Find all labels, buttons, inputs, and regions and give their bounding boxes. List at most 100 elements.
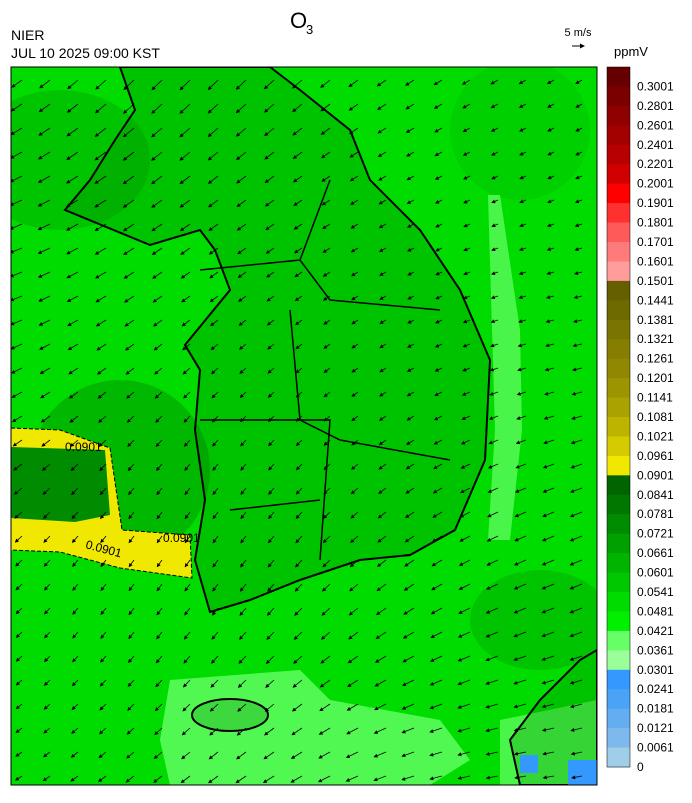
wind-arrow — [463, 247, 471, 252]
wind-arrow — [94, 151, 107, 161]
wind-arrow — [518, 103, 527, 108]
wind-arrow — [95, 271, 107, 279]
wind-arrow — [570, 727, 583, 732]
wind-arrow — [263, 79, 275, 90]
wind-arrow — [151, 127, 163, 138]
wind-arrow — [431, 583, 443, 591]
wind-arrow — [433, 79, 443, 86]
wind-arrow — [184, 559, 191, 568]
wind-arrow — [541, 631, 555, 638]
wind-arrow — [462, 367, 471, 372]
wind-arrow — [240, 487, 247, 495]
wind-arrow — [236, 175, 247, 184]
wind-arrow — [100, 511, 107, 520]
colorbar-swatch — [607, 553, 630, 574]
wind-arrow — [350, 199, 359, 205]
title: O — [290, 8, 307, 33]
wind-arrow — [541, 607, 555, 614]
wind-arrow — [486, 559, 499, 566]
wind-arrow — [236, 223, 247, 231]
wind-arrow — [519, 247, 527, 252]
wind-arrow — [179, 103, 191, 114]
wind-arrow — [125, 367, 135, 375]
wind-arrow — [294, 295, 303, 302]
wind-arrow — [571, 775, 583, 780]
wind-arrow — [72, 607, 79, 615]
wind-arrow — [67, 79, 79, 90]
colorbar-swatch — [607, 592, 630, 612]
wind-arrow — [66, 295, 79, 303]
wind-arrow — [463, 295, 471, 300]
wind-arrow — [547, 103, 555, 108]
wind-arrow — [485, 607, 499, 614]
colorbar-label: 0.1441 — [637, 293, 674, 307]
colorbar-label: 0.2801 — [637, 99, 674, 113]
wind-arrow — [262, 775, 275, 784]
wind-arrow — [320, 79, 331, 88]
wind-arrow — [183, 415, 191, 423]
wind-arrow — [11, 127, 23, 136]
colorbar-label: 0.3001 — [637, 79, 674, 93]
colorbar-swatch — [607, 164, 630, 185]
wind-arrow — [542, 511, 555, 518]
wind-arrow — [485, 703, 499, 709]
wind-arrow — [151, 175, 163, 185]
wind-arrow — [240, 559, 247, 568]
wind-arrow — [13, 487, 23, 495]
wind-arrow — [350, 247, 359, 253]
wind-arrow — [43, 751, 51, 758]
wind-field — [11, 79, 583, 784]
wind-arrow — [11, 247, 23, 254]
wind-arrow — [351, 295, 359, 301]
wind-arrow — [264, 175, 275, 183]
wind-arrow — [293, 223, 303, 230]
wind-arrow — [153, 775, 163, 783]
colorbar-swatch — [607, 339, 630, 360]
wind-arrow — [402, 655, 415, 663]
wind-arrow — [292, 127, 303, 136]
wind-arrow — [70, 463, 79, 472]
wind-arrow — [179, 127, 191, 138]
wind-arrow — [491, 223, 499, 228]
wind-arrow — [42, 511, 51, 519]
wind-arrow — [378, 415, 387, 421]
wind-arrow — [292, 103, 303, 113]
wind-arrow — [462, 343, 471, 348]
wind-arrow — [349, 151, 359, 158]
colorbar-swatch — [607, 280, 630, 301]
colorbar-swatch — [607, 86, 630, 107]
wind-arrow — [407, 319, 415, 324]
wind-arrow — [485, 679, 499, 685]
wind-arrow — [547, 199, 555, 204]
wind-arrow — [212, 487, 219, 496]
wind-arrow — [98, 727, 107, 735]
wind-arrow — [405, 127, 415, 133]
wind-arrow — [405, 463, 415, 470]
wind-arrow — [322, 247, 331, 253]
wind-arrow — [125, 775, 135, 783]
wind-arrow — [377, 103, 387, 110]
colorbar-label: 0.1381 — [637, 313, 674, 327]
wind-arrow — [292, 79, 303, 89]
colorbar-label: 0.2001 — [637, 177, 674, 191]
wind-arrow — [376, 559, 387, 567]
wind-arrow — [323, 463, 331, 471]
wind-arrow — [573, 319, 583, 324]
wind-arrow — [126, 727, 135, 735]
wind-arrow — [323, 319, 331, 325]
wind-arrow — [11, 79, 23, 88]
island — [191, 698, 269, 732]
wind-arrow — [459, 535, 471, 542]
colorbar-swatch — [607, 242, 630, 262]
wind-arrow — [238, 295, 247, 302]
wind-arrow — [513, 583, 527, 590]
wind-arrow — [376, 607, 387, 616]
wind-arrow — [294, 607, 303, 616]
wind-arrow — [545, 343, 555, 348]
wind-arrow — [292, 151, 303, 159]
wind-arrow — [44, 655, 51, 663]
wind-arrow — [291, 703, 303, 712]
wind-arrow — [152, 295, 163, 303]
wind-arrow — [240, 463, 247, 471]
wind-arrow — [236, 727, 247, 736]
